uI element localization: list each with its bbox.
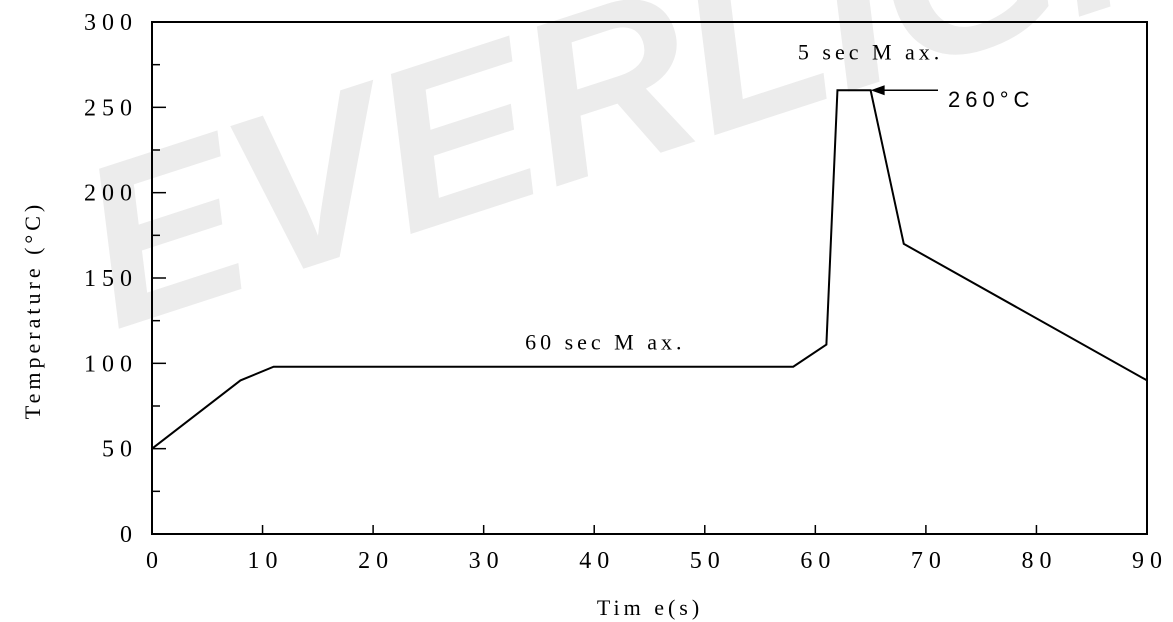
y-tick-label-100: 100	[84, 351, 138, 377]
y-tick-label-300: 300	[84, 10, 138, 36]
annotation-1: 5 sec M ax.	[798, 40, 943, 65]
y-tick-label-200: 200	[84, 181, 138, 207]
y-tick-label-0: 0	[120, 522, 138, 548]
series-layer	[151, 89, 1148, 450]
x-tick-label-10: 10	[248, 548, 284, 574]
annotation-arrow-head	[870, 85, 885, 96]
annotation-peak-temperature: 260°C	[948, 87, 1034, 112]
x-tick-label-70: 70	[911, 548, 947, 574]
x-tick-label-40: 40	[579, 548, 615, 574]
x-tick-label-20: 20	[358, 548, 394, 574]
x-tick-label-60: 60	[800, 548, 836, 574]
y-tick-label-250: 250	[84, 95, 138, 121]
watermark-text: EVERLIGHT	[51, 0, 1173, 377]
x-tick-label-50: 50	[690, 548, 726, 574]
annotation-layer: 60 sec M ax. 5 sec M ax.260°C	[525, 40, 1034, 355]
y-axis-title: Temperature (°C)	[20, 201, 45, 419]
x-tick-label-90: 90	[1132, 548, 1168, 574]
annotation-0: 60 sec M ax.	[525, 330, 685, 355]
x-axis-ticks	[151, 525, 1148, 534]
watermark: EVERLIGHT	[51, 0, 1173, 377]
y-axis-tick-labels: 0 50 100 150 200 250 300	[84, 10, 138, 548]
x-tick-label-30: 30	[469, 548, 505, 574]
x-axis-tick-labels: 0 10 20 30 40 50 60 70 80 90	[146, 548, 1168, 574]
x-tick-label-0: 0	[146, 548, 164, 574]
y-axis-ticks	[152, 63, 166, 493]
plot-frame	[151, 21, 1148, 535]
x-axis-title: Tim e(s)	[597, 595, 703, 620]
x-tick-label-80: 80	[1021, 548, 1057, 574]
y-tick-label-150: 150	[84, 266, 138, 292]
temperature-profile-line-0	[151, 89, 1148, 450]
y-tick-label-50: 50	[102, 437, 138, 463]
